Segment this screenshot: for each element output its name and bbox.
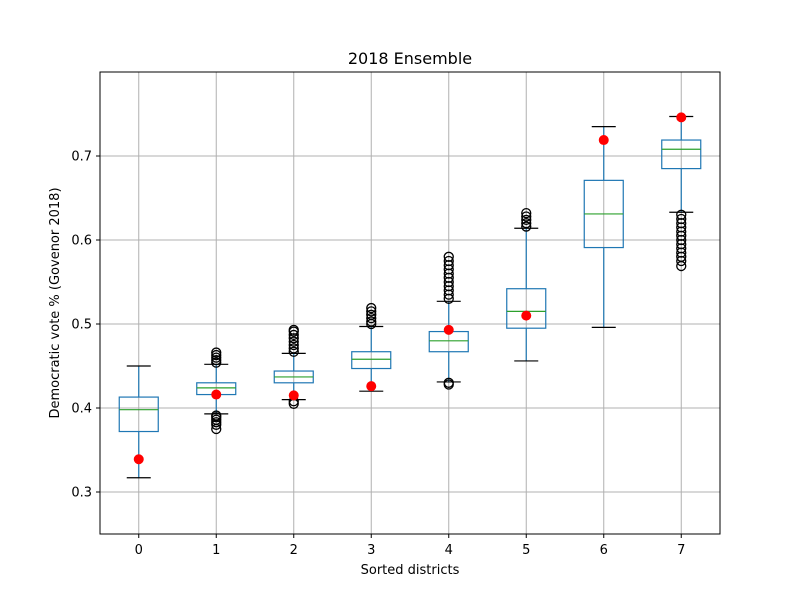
y-tick-label: 0.4 (71, 402, 92, 417)
actual-point (521, 310, 532, 321)
y-axis-label: Democratic vote % (Govenor 2018) (48, 187, 63, 418)
chart-title: 2018 Ensemble (348, 49, 472, 68)
outlier-point (521, 211, 532, 222)
outlier-point (211, 414, 222, 425)
outlier-point (366, 309, 377, 320)
outlier-point (366, 316, 377, 327)
outlier-point (288, 339, 299, 351)
box-iqr (118, 396, 159, 433)
outlier-point (288, 329, 299, 341)
actual-point (443, 324, 454, 335)
outlier-point (676, 209, 687, 220)
axes-frame (99, 71, 721, 535)
actual-point (366, 381, 377, 392)
box-iqr (661, 139, 702, 170)
outlier-point (211, 347, 222, 358)
outlier-point (288, 346, 299, 357)
outlier-point (211, 354, 222, 366)
x-tick-label: 1 (212, 543, 220, 558)
outlier-point (443, 255, 454, 267)
actual-points (133, 112, 687, 465)
box-iqr (351, 351, 392, 370)
outlier-point (211, 352, 222, 363)
outlier-point (521, 221, 532, 232)
actual-point (676, 112, 687, 123)
outlier-point (366, 302, 377, 314)
outlier-point (288, 343, 299, 354)
outlier-point (443, 377, 454, 388)
outlier-point (521, 214, 532, 225)
outlier-point (443, 251, 454, 262)
actual-point (598, 135, 609, 146)
outlier-point (676, 213, 687, 225)
y-tick-label: 0.5 (71, 318, 92, 333)
x-tick-label: 3 (367, 543, 375, 558)
outlier-point (288, 324, 299, 336)
x-tick-label: 4 (445, 543, 453, 558)
x-tick-label: 5 (522, 543, 530, 558)
x-tick-label: 0 (135, 543, 143, 558)
y-tick-label: 0.7 (71, 150, 92, 165)
outlier-point (366, 306, 377, 317)
axis-ticks: 0 1 2 3 4 5 6 7 0.3 0.4 0.5 0.6 0.7 (71, 150, 685, 559)
actual-point (288, 390, 299, 401)
x-tick-label: 6 (600, 543, 608, 558)
x-tick-label: 7 (677, 543, 685, 558)
outlier-point (211, 357, 222, 368)
outlier-point (521, 207, 532, 219)
y-tick-label: 0.3 (71, 486, 92, 501)
outlier-point (211, 410, 222, 421)
x-axis-label: Sorted districts (361, 563, 460, 578)
actual-point (133, 454, 144, 465)
outlier-point (211, 349, 222, 361)
outlier-point (288, 336, 299, 347)
y-tick-label: 0.6 (71, 234, 92, 249)
outlier-point (211, 417, 222, 428)
actual-point (211, 389, 222, 400)
outlier-point (366, 312, 377, 324)
outlier-point (521, 218, 532, 229)
box-group-3 (351, 302, 392, 392)
box-iqr (506, 288, 547, 329)
x-tick-label: 2 (290, 543, 298, 558)
box-group-5 (506, 207, 547, 362)
